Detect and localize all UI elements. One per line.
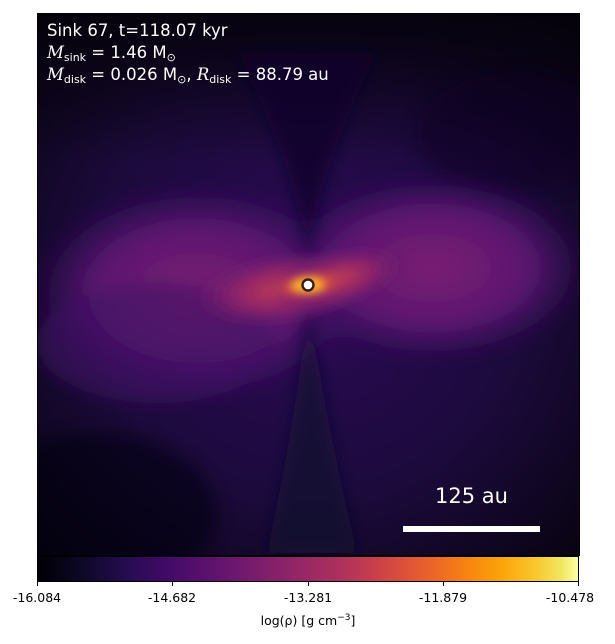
colorbar-tick-label: -14.682 [147, 590, 197, 605]
colorbar-tick [578, 582, 579, 586]
scalebar [403, 526, 540, 532]
sink-title: Sink 67, t=118.07 kyr [47, 21, 228, 40]
colorbar-label-end: ] [350, 613, 356, 628]
sink-mass: Msink = 1.46 M⊙ [47, 43, 176, 68]
sink-mass-value: = 1.46 M [86, 43, 167, 62]
colorbar-tick-label: -13.281 [283, 590, 333, 605]
colorbar-tick [308, 582, 309, 586]
sink-mass-sun: ⊙ [166, 51, 176, 64]
colorbar-tick-label: -11.879 [418, 590, 468, 605]
colorbar-label-exponent: −3 [337, 613, 351, 623]
disk-sep: , [186, 65, 197, 84]
colorbar [37, 556, 579, 582]
colorbar-label-main: log(ρ) [g cm [260, 613, 338, 628]
density-map [37, 13, 580, 556]
colorbar-label: log(ρ) [g cm−3] [37, 613, 579, 628]
disk-mass-symbol: M [47, 65, 64, 84]
disk-radius-sub: disk [209, 73, 232, 86]
disk-radius-value: = 88.79 au [231, 65, 329, 84]
colorbar-tick [37, 582, 38, 586]
colorbar-tick [172, 582, 173, 586]
sink-mass-sub: sink [63, 51, 87, 64]
disk-properties: Mdisk = 0.026 M⊙, Rdisk = 88.79 au [47, 65, 329, 90]
disk-mass-sub: disk [63, 73, 87, 86]
disk-radius-symbol: R [196, 65, 210, 84]
colorbar-tick-label: -10.478 [545, 590, 595, 605]
colorbar-tick-label: -16.084 [12, 590, 62, 605]
density-map-panel [37, 13, 580, 556]
sink-mass-symbol: M [47, 43, 64, 62]
panel-frame [37, 13, 580, 556]
cavity [237, 53, 377, 553]
scalebar-label: 125 au [435, 484, 508, 508]
colorbar-tick [443, 582, 444, 586]
disk-mass-sun: ⊙ [177, 73, 187, 86]
sink-marker [301, 278, 315, 292]
disk-mass-value: = 0.026 M [86, 65, 178, 84]
